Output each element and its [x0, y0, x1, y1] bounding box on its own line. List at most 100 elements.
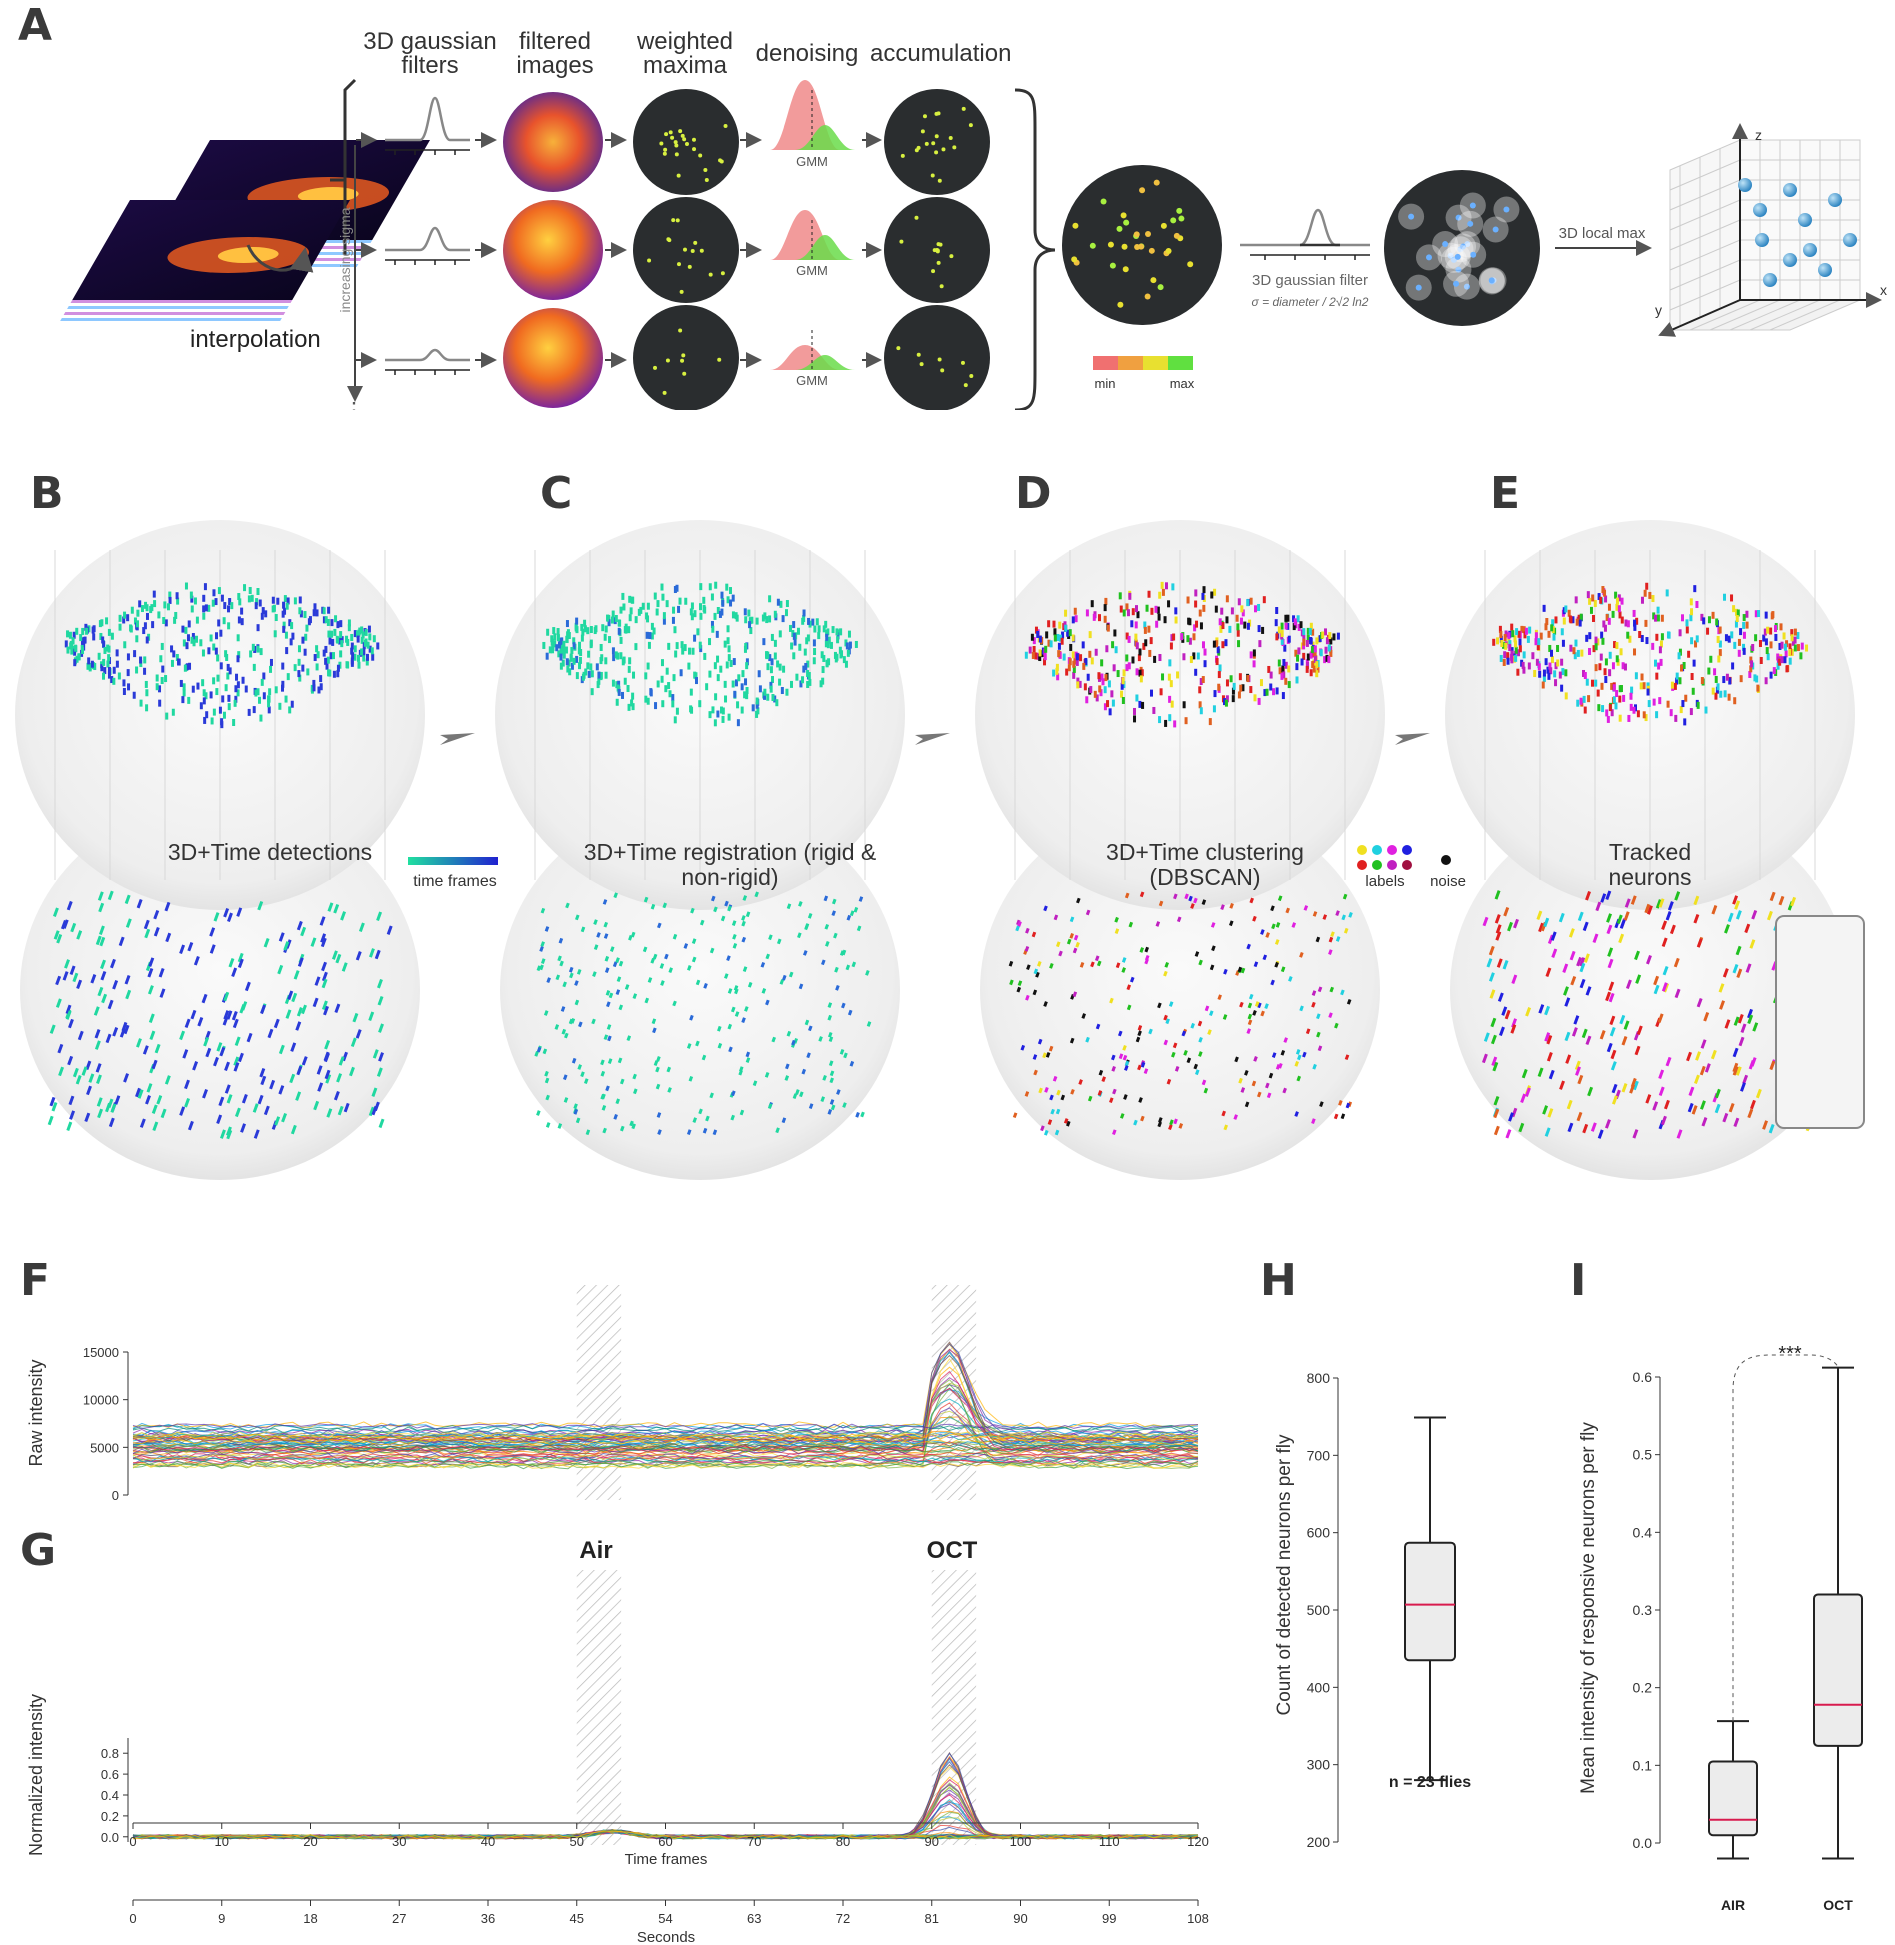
detection-point: [1032, 1054, 1038, 1060]
detection-point: [202, 594, 206, 602]
detection-point: [1627, 714, 1631, 722]
detection-point: [1658, 1086, 1665, 1097]
axis-x-label: x: [1880, 282, 1887, 298]
detection-point: [1182, 653, 1186, 661]
detection-point: [760, 961, 766, 968]
detection-point: [1128, 921, 1134, 928]
detection-point: [1605, 613, 1609, 621]
detection-point: [226, 1094, 233, 1104]
detection-point: [254, 689, 258, 697]
normalized-trace: [132, 1798, 1199, 1840]
detection-point: [220, 721, 224, 729]
detection-point: [1148, 649, 1152, 657]
detection-point: [1796, 644, 1800, 652]
detection-point: [1316, 665, 1320, 673]
detection-point: [627, 665, 631, 673]
detection-point: [833, 651, 837, 659]
detection-point: [665, 600, 669, 608]
detection-point: [1716, 635, 1720, 643]
detection-point: [1576, 1111, 1583, 1122]
maximum-dot: [899, 239, 904, 244]
detection-point: [1732, 1062, 1739, 1073]
detection-point: [159, 988, 166, 998]
detection-point: [119, 1028, 126, 1038]
detection-point: [603, 933, 609, 939]
detection-point: [1058, 634, 1062, 642]
maximum-dot: [940, 368, 945, 373]
detection-point: [123, 611, 127, 619]
detection-point: [558, 937, 564, 944]
detection-point: [1499, 1026, 1505, 1037]
detection-point: [286, 597, 290, 605]
detection-point: [1550, 931, 1557, 941]
detection-point: [1696, 701, 1700, 709]
detection-point: [1253, 961, 1259, 968]
detection-point: [1075, 941, 1080, 948]
detection-point: [1294, 649, 1298, 657]
detection-point: [587, 650, 591, 658]
detection-point: [1189, 656, 1193, 664]
detection-point: [297, 957, 304, 967]
accumulated-dot: [1157, 284, 1164, 291]
detection-point: [1788, 649, 1792, 657]
detection-point: [244, 685, 248, 693]
detection-point: [727, 654, 731, 662]
detection-point: [1742, 647, 1746, 655]
detection-point: [1317, 986, 1323, 993]
detection-point: [1747, 1014, 1754, 1025]
detection-point: [562, 651, 566, 659]
detection-point: [1647, 905, 1653, 915]
detection-point: [1295, 663, 1299, 671]
detection-point: [683, 644, 687, 652]
detection-point: [1296, 615, 1300, 623]
detection-point: [1087, 1095, 1093, 1102]
detection-point: [1047, 639, 1051, 647]
detection-point: [1253, 694, 1257, 702]
detection-point: [301, 664, 305, 672]
detection-point: [578, 656, 582, 664]
maximum-dot: [680, 133, 685, 138]
accumulated-dot: [1120, 212, 1127, 219]
detection-point: [1610, 1049, 1617, 1060]
detection-point: [842, 656, 846, 664]
detection-point: [609, 946, 615, 952]
detection-point: [711, 625, 715, 633]
detection-point: [1538, 1004, 1545, 1014]
detection-point: [607, 1058, 613, 1064]
cube-maxima-balls: [1738, 178, 1857, 287]
detection-point: [372, 1049, 379, 1059]
detection-point: [1609, 1015, 1616, 1026]
detection-point: [612, 654, 616, 662]
detection-point: [1299, 621, 1303, 629]
detection-point: [664, 953, 669, 960]
detection-point: [603, 633, 607, 641]
detection-point: [559, 653, 563, 661]
detection-point: [76, 930, 83, 940]
glow-center: [1447, 252, 1454, 259]
detection-point: [1587, 695, 1591, 703]
detection-point: [1735, 615, 1739, 623]
detection-point: [1348, 912, 1353, 918]
detection-point: [834, 966, 839, 973]
detection-point: [1178, 1123, 1184, 1129]
raw-trace: [132, 1459, 1199, 1467]
detection-point: [346, 638, 350, 646]
detection-point: [1593, 599, 1597, 607]
detection-point: [88, 664, 92, 672]
detection-point: [1342, 893, 1348, 900]
detection-point: [1275, 922, 1281, 928]
detection-point: [801, 1068, 807, 1075]
detection-point: [1724, 634, 1728, 642]
detection-point: [652, 1027, 657, 1034]
box-ytick-label: 0.4: [1633, 1524, 1653, 1540]
detection-point: [1053, 634, 1057, 642]
detection-point: [1766, 910, 1773, 921]
detection-point: [668, 967, 673, 974]
detection-point: [1505, 1129, 1512, 1139]
detection-point: [283, 941, 290, 951]
detection-point: [185, 663, 189, 671]
detection-point: [159, 655, 163, 663]
detection-point: [92, 633, 96, 641]
detection-point: [97, 652, 101, 660]
detection-point: [361, 631, 365, 639]
